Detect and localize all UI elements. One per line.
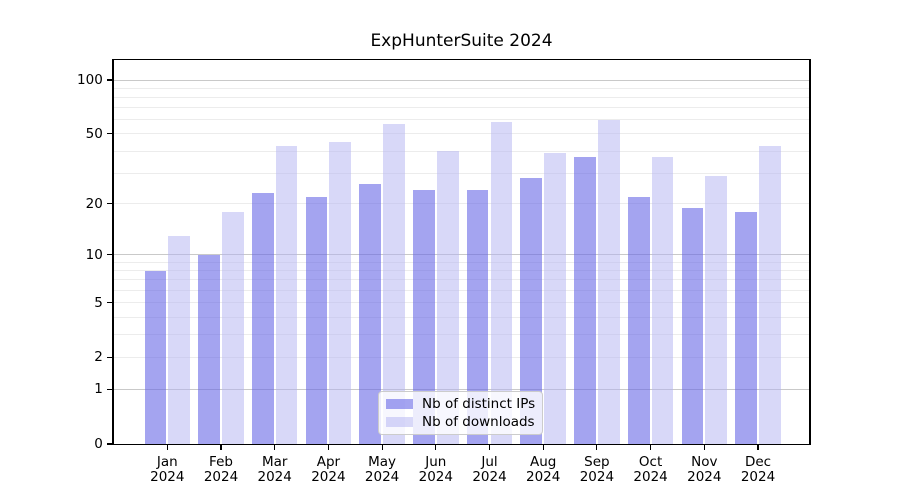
x-tick-mark xyxy=(542,445,544,450)
x-tick-label: Nov 2024 xyxy=(687,454,722,485)
gridline-minor xyxy=(113,133,810,135)
x-tick-label: Apr 2024 xyxy=(311,454,346,485)
x-tick-mark xyxy=(596,445,598,450)
y-tick-label: 0 xyxy=(94,436,103,452)
bar-downloads xyxy=(759,145,781,444)
x-tick-mark xyxy=(166,445,168,450)
bar-downloads xyxy=(168,235,191,444)
y-tick-label: 20 xyxy=(85,195,103,212)
bar-downloads xyxy=(222,211,244,444)
legend-swatch-distinct-ips xyxy=(386,399,413,410)
x-tick-mark xyxy=(327,445,329,450)
x-tick-label: Feb 2024 xyxy=(203,454,239,485)
y-tick-label: 2 xyxy=(94,349,103,366)
y-tick-mark xyxy=(106,133,113,135)
x-tick-label: Jun 2024 xyxy=(418,454,453,485)
x-tick-mark xyxy=(435,445,437,450)
x-tick-mark xyxy=(220,445,222,450)
axis-spine xyxy=(112,444,811,446)
bar-distinct-ips xyxy=(574,157,596,444)
gridline-minor xyxy=(113,150,810,152)
bar-distinct-ips xyxy=(144,270,167,444)
legend-item-distinct-ips: Nb of distinct IPs xyxy=(386,395,542,412)
y-tick-label: 10 xyxy=(85,246,103,263)
y-tick-label: 100 xyxy=(77,72,103,88)
x-tick-mark xyxy=(381,445,383,450)
x-tick-label: Jul 2024 xyxy=(472,454,507,485)
bar-downloads xyxy=(329,142,352,444)
y-tick-mark xyxy=(106,254,113,256)
y-tick-mark xyxy=(106,356,113,358)
legend-label-distinct-ips: Nb of distinct IPs xyxy=(422,395,536,412)
bar-downloads xyxy=(383,123,405,444)
axis-spine xyxy=(112,59,114,446)
legend-label-downloads: Nb of downloads xyxy=(422,413,535,430)
x-tick-label: Aug 2024 xyxy=(526,454,561,485)
bar-distinct-ips xyxy=(735,211,757,444)
x-tick-mark xyxy=(703,445,705,450)
x-tick-label: Dec 2024 xyxy=(740,454,776,485)
bar-distinct-ips xyxy=(413,190,435,444)
x-tick-label: Jan 2024 xyxy=(150,454,185,485)
bar-downloads xyxy=(436,151,459,444)
gridline-minor xyxy=(113,172,810,174)
bar-distinct-ips xyxy=(198,254,220,444)
x-tick-mark xyxy=(650,445,652,450)
bar-downloads xyxy=(651,157,674,444)
gridline-minor xyxy=(113,96,810,98)
y-tick-mark xyxy=(106,443,113,445)
y-tick-mark xyxy=(106,79,113,81)
bar-downloads xyxy=(275,145,298,444)
y-tick-label: 5 xyxy=(94,294,103,311)
x-tick-label: Oct 2024 xyxy=(633,454,668,485)
x-tick-mark xyxy=(488,445,491,450)
bar-distinct-ips xyxy=(681,207,704,444)
y-tick-label: 50 xyxy=(85,125,103,142)
bar-downloads xyxy=(705,175,728,444)
y-tick-mark xyxy=(106,388,113,390)
y-tick-mark xyxy=(106,203,113,205)
bar-distinct-ips xyxy=(520,178,543,444)
bar-distinct-ips xyxy=(359,184,382,444)
bar-distinct-ips xyxy=(466,190,489,444)
legend: Nb of distinct IPs Nb of downloads xyxy=(378,391,543,435)
gridline-major xyxy=(113,79,810,81)
bar-downloads xyxy=(597,119,620,444)
bar-distinct-ips xyxy=(251,193,274,444)
y-tick-mark xyxy=(106,302,113,304)
chart-title: ExpHunterSuite 2024 xyxy=(370,31,553,51)
x-tick-label: Mar 2024 xyxy=(257,454,292,485)
y-tick-label: 1 xyxy=(94,381,103,398)
x-tick-mark xyxy=(274,445,276,450)
x-tick-mark xyxy=(757,445,759,450)
x-tick-label: Sep 2024 xyxy=(579,454,615,485)
gridline-minor xyxy=(113,119,810,121)
bar-downloads xyxy=(490,122,513,444)
axis-spine xyxy=(112,59,811,61)
bar-distinct-ips xyxy=(627,196,650,444)
bar-downloads xyxy=(544,153,566,444)
gridline-minor xyxy=(113,87,810,89)
legend-swatch-downloads xyxy=(386,416,413,427)
legend-item-downloads: Nb of downloads xyxy=(386,413,542,430)
bar-distinct-ips xyxy=(305,196,328,444)
gridline-minor xyxy=(113,107,810,109)
x-tick-label: May 2024 xyxy=(364,454,400,485)
axis-spine xyxy=(809,59,811,446)
